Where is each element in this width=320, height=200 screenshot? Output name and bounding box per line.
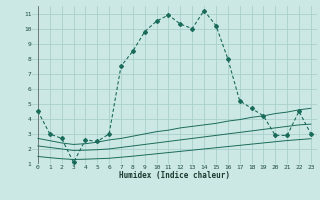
X-axis label: Humidex (Indice chaleur): Humidex (Indice chaleur) — [119, 171, 230, 180]
